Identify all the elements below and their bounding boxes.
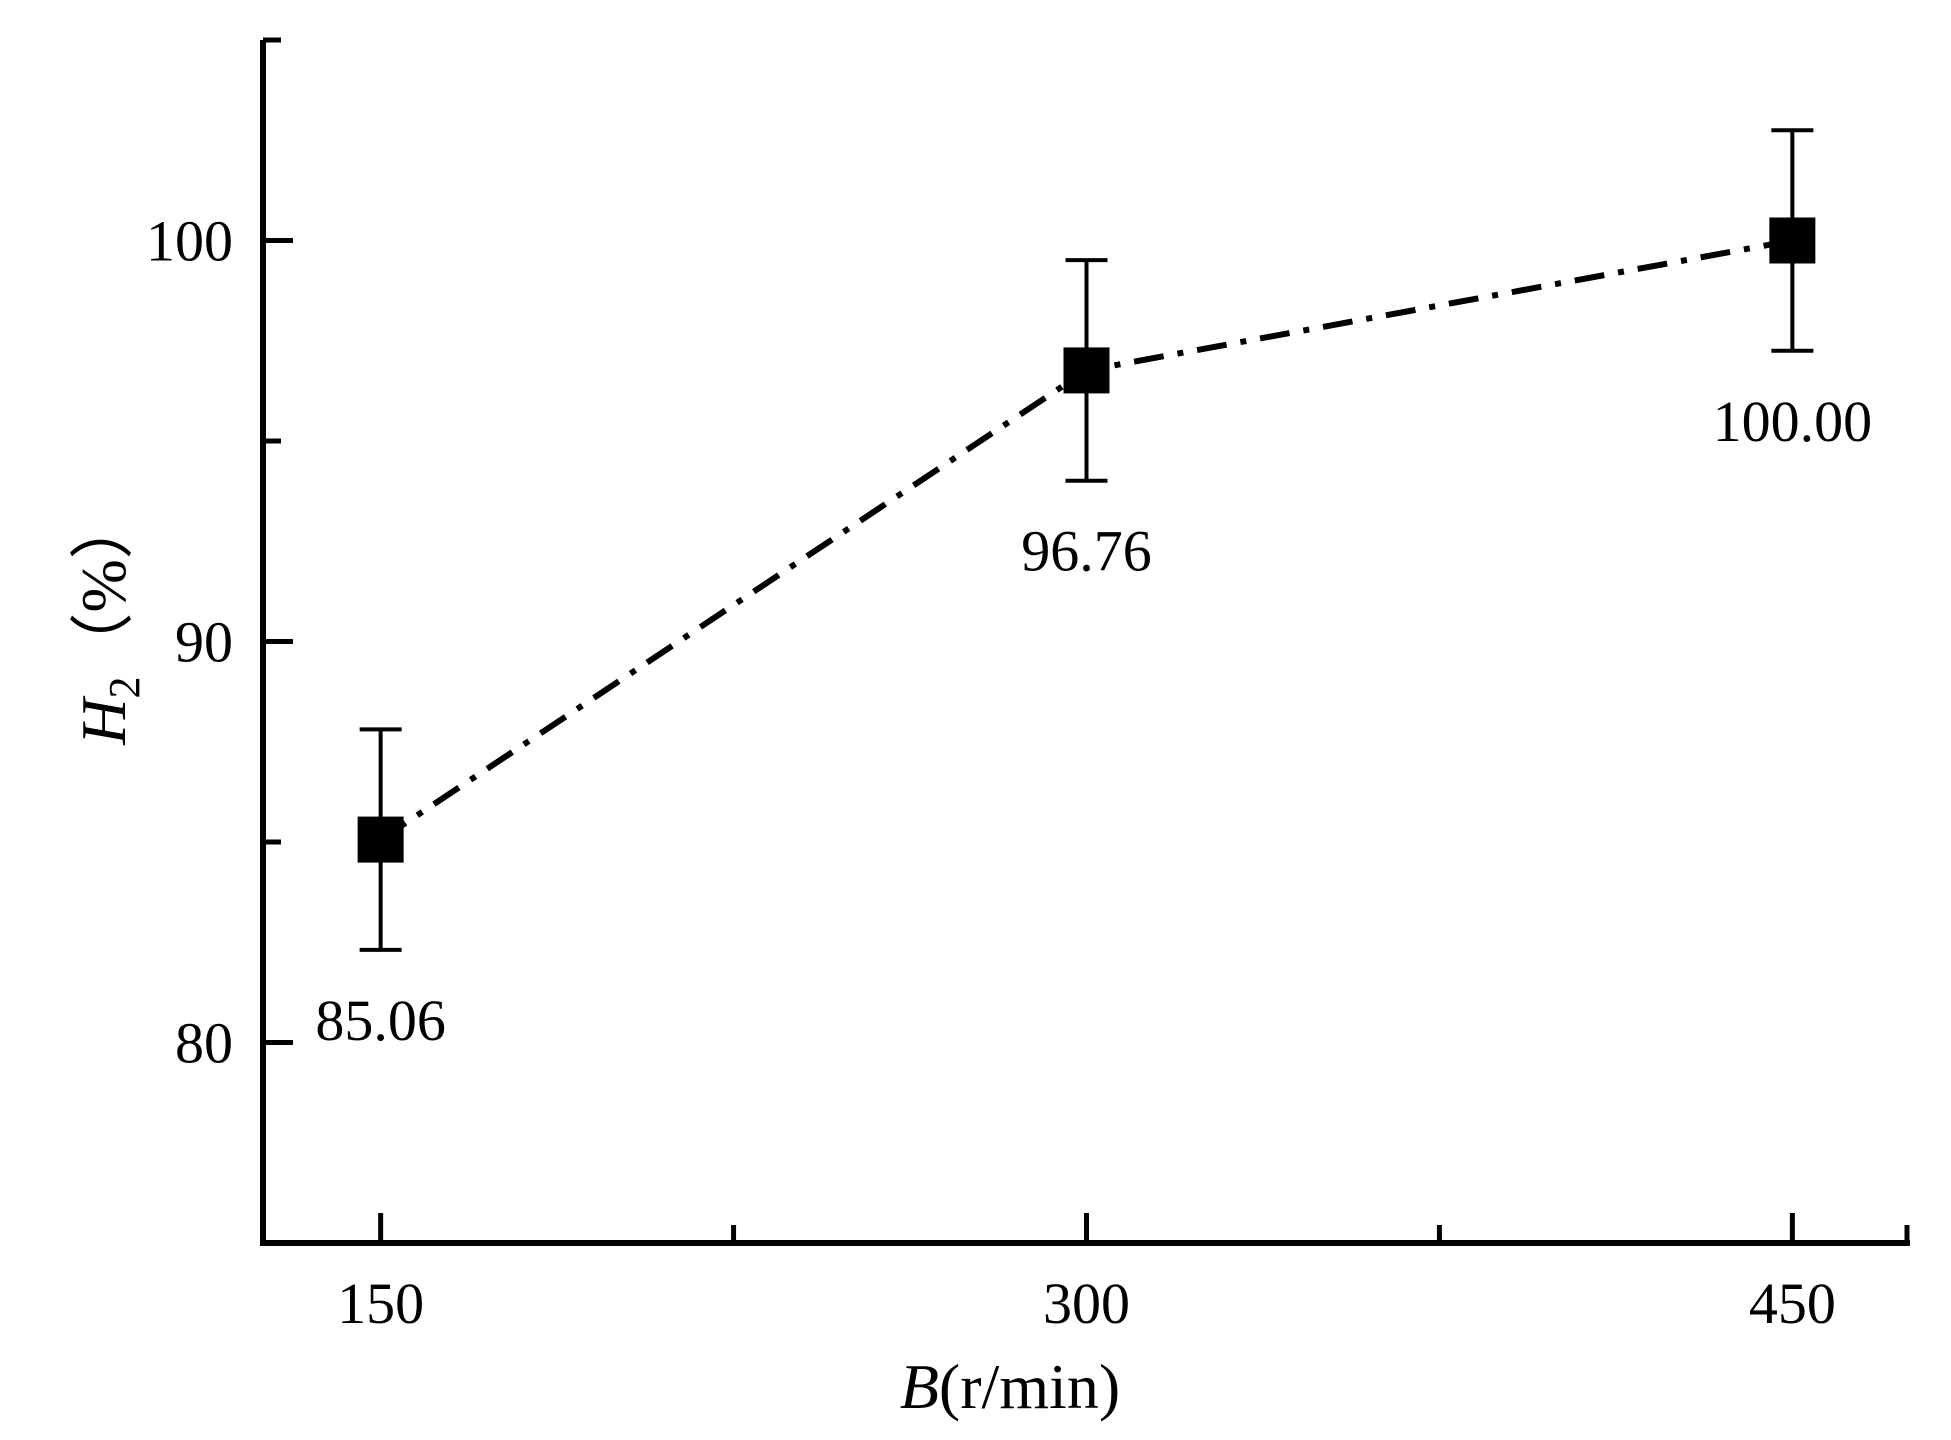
data-label: 96.76 [1021,519,1152,584]
series-group: 85.06 96.76 100.00 [315,128,1873,1053]
x-tick-label: 300 [1043,1271,1130,1336]
data-point [1063,347,1110,394]
x-axis-title: B(r/min) [900,1351,1120,1422]
x-tick-label: 450 [1749,1271,1836,1336]
y-axis-ticks: 80 90 100 [146,37,293,1076]
x-axis-var: B [900,1351,939,1422]
y-axis-var: H [68,695,139,746]
y-tick-label: 90 [175,610,233,675]
y-tick-label: 80 [175,1011,233,1076]
data-label: 85.06 [315,988,446,1053]
data-point [357,816,404,863]
y-tick-label: 100 [146,209,233,274]
data-label: 100.00 [1713,389,1873,454]
x-tick-label: 150 [337,1271,424,1336]
data-point [1769,217,1816,264]
x-axis-unit: (r/min) [939,1351,1120,1422]
y-axis-unit: （%） [68,495,139,676]
y-axis-sub: 2 [100,677,149,699]
y-axis-title: H2（%） [68,495,149,746]
x-axis-ticks: 150 300 450 [337,1213,1910,1336]
axes-frame [260,40,1910,1246]
